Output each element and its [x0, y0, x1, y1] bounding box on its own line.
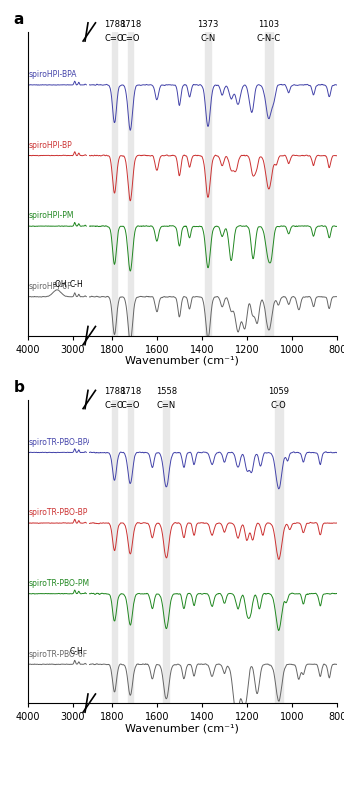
Text: C=O: C=O — [120, 401, 140, 410]
Text: b: b — [14, 380, 25, 395]
Text: spiroHPI-PM: spiroHPI-PM — [29, 212, 74, 221]
Text: -OH: -OH — [53, 280, 67, 289]
Bar — [275, 400, 283, 703]
Bar — [163, 400, 170, 703]
Text: spiroHPI-BPA: spiroHPI-BPA — [29, 70, 77, 79]
Bar — [112, 400, 117, 703]
Text: spiroTR-PBO-6F: spiroTR-PBO-6F — [29, 650, 88, 658]
Text: 1059: 1059 — [268, 388, 289, 396]
Text: C-N-C: C-N-C — [257, 34, 281, 42]
Text: 1788: 1788 — [104, 388, 125, 396]
Text: C-H: C-H — [69, 280, 83, 289]
Text: 1103: 1103 — [258, 20, 279, 29]
Text: 1558: 1558 — [156, 388, 177, 396]
Text: 1788: 1788 — [104, 20, 125, 29]
Text: C-N: C-N — [201, 34, 216, 42]
Text: a: a — [14, 12, 24, 27]
Text: 1373: 1373 — [197, 20, 219, 29]
Bar — [128, 32, 133, 336]
Text: spiroTR-PBO-BP: spiroTR-PBO-BP — [29, 508, 88, 518]
Text: Wavenumber (cm⁻¹): Wavenumber (cm⁻¹) — [125, 356, 239, 366]
Text: spiroTR-PBO-PM: spiroTR-PBO-PM — [29, 579, 89, 588]
Text: C-O: C-O — [271, 401, 287, 410]
Bar — [112, 32, 117, 336]
Text: 1718: 1718 — [120, 20, 141, 29]
Text: spiroHPI-6F: spiroHPI-6F — [29, 282, 72, 291]
Text: C=O: C=O — [105, 34, 124, 42]
Text: 1718: 1718 — [120, 388, 141, 396]
Bar — [205, 32, 211, 336]
Bar — [128, 400, 133, 703]
Bar — [265, 32, 273, 336]
Text: C=O: C=O — [105, 401, 124, 410]
Text: C=N: C=N — [157, 401, 176, 410]
Text: C-H: C-H — [70, 647, 84, 657]
Text: Wavenumber (cm⁻¹): Wavenumber (cm⁻¹) — [125, 723, 239, 733]
Text: spiroTR-PBO-BPA: spiroTR-PBO-BPA — [29, 438, 93, 447]
Text: C=O: C=O — [120, 34, 140, 42]
Text: spiroHPI-BP: spiroHPI-BP — [29, 141, 72, 150]
